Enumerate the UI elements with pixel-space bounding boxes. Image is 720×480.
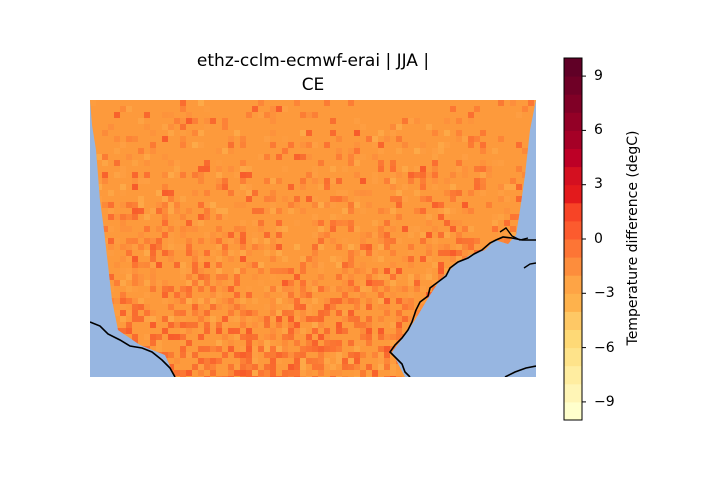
plot-title-line1: ethz-cclm-ecmwf-erai | JJA | [196,51,430,71]
colorbar-segment [564,148,582,168]
south-coastline [90,321,176,377]
colorbar-segment [564,311,582,330]
colorbar-segment [564,347,582,367]
colorbar-segment [564,329,582,349]
colorbar-segment [564,184,582,204]
colorbar-segment [564,76,582,95]
colorbar-segment [564,112,582,131]
colorbar-segment [564,220,582,240]
colorbar [563,57,586,421]
colorbar-tick-label: 3 [594,176,603,192]
colorbar-segment [564,383,582,403]
colorbar-tick-label: 6 [594,122,603,138]
island-coastline-2 [523,262,536,269]
colorbar-tick-label: −3 [594,285,615,301]
bottom-right-coastline [504,365,536,377]
colorbar-segment [564,202,582,222]
colorbar-segment [564,166,582,186]
colorbar-segment [564,401,582,421]
colorbar-tick-label: −6 [594,340,615,356]
colorbar-label: Temperature difference (degC) [625,130,641,346]
colorbar-segment [564,239,582,258]
colorbar-segment [564,130,582,149]
gulf-coastline [388,236,536,377]
colorbar-segment [564,275,582,294]
colorbar-segment [564,257,582,276]
plot-title-line2: CE [301,75,325,95]
map-area [90,100,536,377]
colorbar-segment [564,58,582,77]
colorbar-segment [564,365,582,385]
colorbar-segment [564,293,582,312]
colorbar-tick-label: −9 [594,394,615,410]
island-coastline [499,227,529,241]
colorbar-tick-label: 9 [594,68,603,84]
colorbar-tick-label: 0 [594,231,603,247]
colorbar-segment [564,94,582,113]
